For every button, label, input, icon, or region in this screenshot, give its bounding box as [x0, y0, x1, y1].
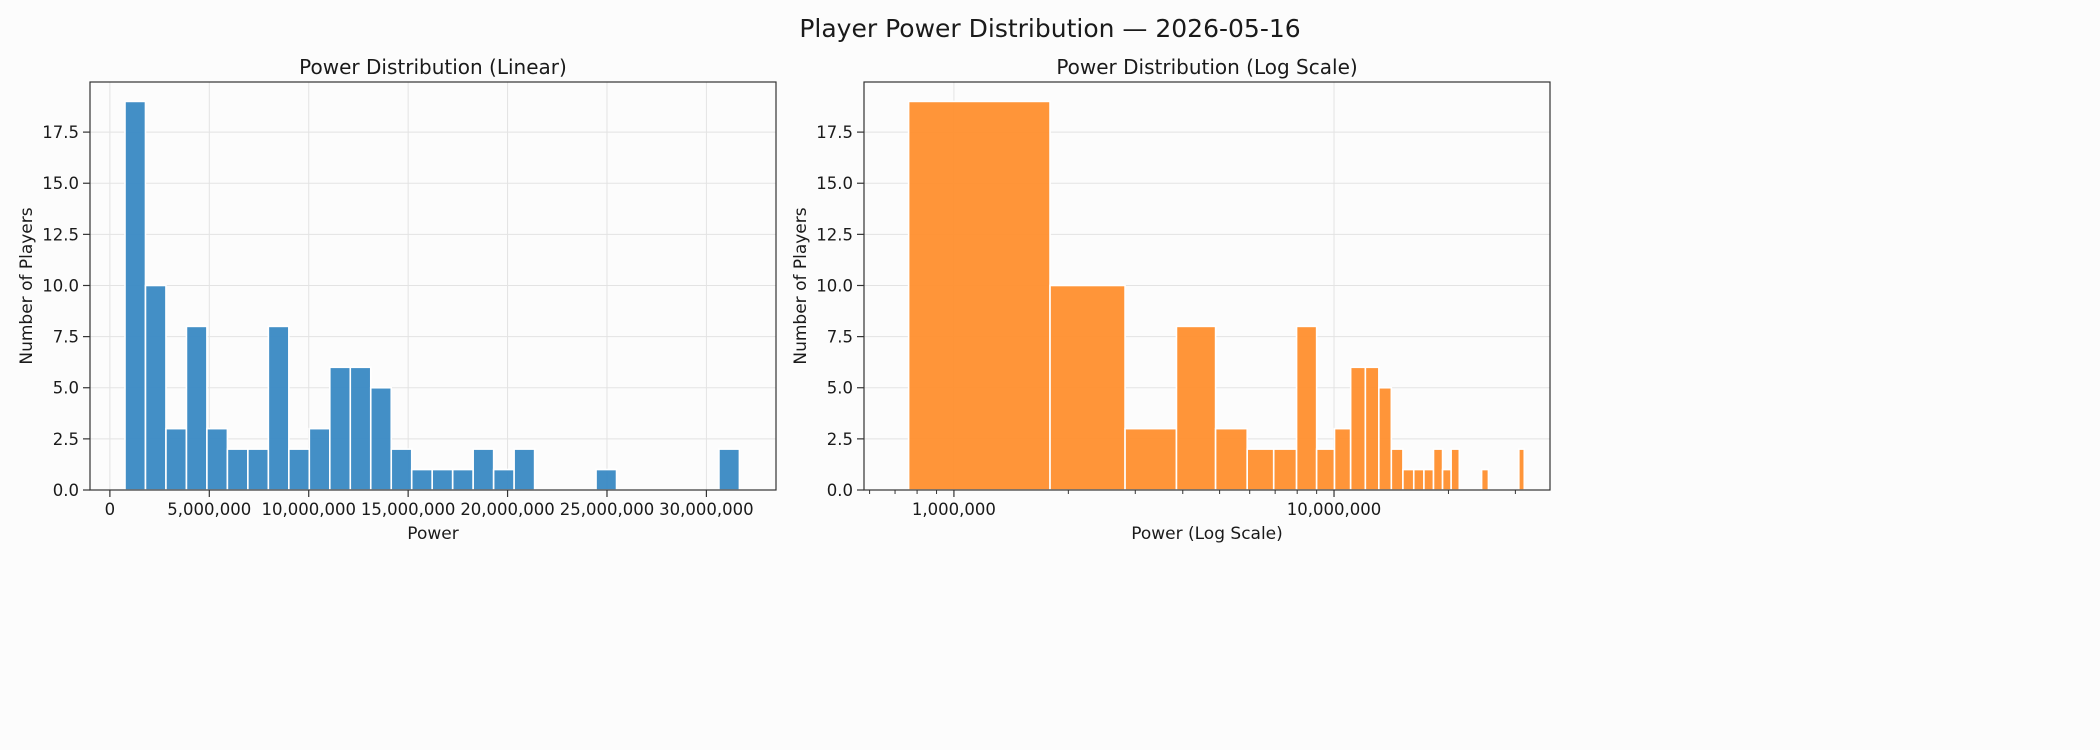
linear-x-ticks: 0 5,000,000 10,000,000 15,000,000 20,000,000… — [105, 490, 754, 519]
linear-histogram-bar — [595, 468, 618, 491]
linear-y-tick-label: 15.0 — [42, 174, 79, 193]
log-histogram-bar — [1049, 284, 1126, 491]
linear-y-tick-label: 7.5 — [53, 328, 79, 347]
linear-x-tick-label: 0 — [105, 500, 116, 519]
linear-histogram-bar — [492, 468, 515, 491]
log-y-tick-label: 2.5 — [827, 430, 853, 449]
linear-histogram-bar — [390, 448, 413, 491]
log-x-tick-label: 10,000,000 — [1287, 500, 1381, 519]
log-y-tick-label: 10.0 — [816, 276, 853, 295]
log-histogram-bar — [1295, 325, 1318, 491]
log-y-tick-label: 17.5 — [816, 123, 853, 142]
linear-y-tick-label: 10.0 — [42, 276, 79, 295]
linear-x-tick-label: 20,000,000 — [460, 500, 554, 519]
log-x-tick-label: 1,000,000 — [912, 500, 996, 519]
linear-histogram-bar — [144, 284, 167, 491]
log-y-axis-label: Number of Players — [791, 207, 811, 364]
log-histogram-bar — [1175, 325, 1217, 491]
log-y-tick-label: 7.5 — [827, 328, 853, 347]
linear-y-tick-label: 5.0 — [53, 379, 79, 398]
linear-chart-title: Power Distribution (Linear) — [299, 55, 567, 79]
linear-histogram-bar — [247, 448, 270, 491]
log-histogram-bar — [907, 100, 1051, 491]
linear-y-tick-label: 0.0 — [53, 481, 79, 500]
linear-histogram-bar — [451, 468, 474, 491]
log-histogram-bar — [1480, 468, 1490, 491]
linear-histogram-bar — [185, 325, 208, 491]
linear-histogram-bar — [472, 448, 495, 491]
linear-histogram-bar — [226, 448, 249, 491]
linear-histogram-bar — [718, 448, 741, 491]
log-histogram-bar — [1349, 366, 1367, 491]
log-y-tick-label: 5.0 — [827, 379, 853, 398]
log-histogram-bar — [1432, 448, 1444, 491]
log-y-tick-label: 0.0 — [827, 481, 853, 500]
log-histogram-bar — [1423, 468, 1435, 491]
linear-y-tick-label: 12.5 — [42, 225, 79, 244]
log-histogram-bar — [1364, 366, 1380, 491]
panel-log: 1,000,000 10,000,000 0.0 2.5 5.0 7.5 10.0 12.5… — [791, 55, 1551, 544]
log-x-axis-label: Power (Log Scale) — [1131, 524, 1283, 544]
log-histogram-bar — [1441, 468, 1452, 491]
log-histogram-bar — [1450, 448, 1461, 491]
linear-histogram-bar — [513, 448, 536, 491]
linear-histogram-bar — [206, 427, 229, 491]
linear-histogram-bar — [124, 100, 147, 491]
linear-histogram-bar — [410, 468, 434, 491]
linear-histogram-bar — [165, 427, 188, 491]
panel-linear: 0 5,000,000 10,000,000 15,000,000 20,000,000… — [17, 55, 777, 544]
log-histogram-bar — [1124, 427, 1178, 491]
linear-y-ticks: 0.0 2.5 5.0 7.5 10.0 12.5 15.0 17.5 — [42, 123, 90, 500]
linear-histogram-bar — [267, 325, 290, 491]
linear-bars — [124, 100, 741, 491]
log-histogram-bar — [1246, 448, 1275, 491]
log-histogram-bar — [1518, 448, 1526, 491]
linear-x-axis-label: Power — [407, 524, 458, 544]
linear-x-tick-label: 10,000,000 — [261, 500, 355, 519]
linear-histogram-bar — [329, 366, 352, 491]
linear-x-tick-label: 15,000,000 — [361, 500, 455, 519]
linear-y-tick-label: 17.5 — [42, 123, 79, 142]
linear-x-tick-label: 25,000,000 — [560, 500, 654, 519]
linear-x-tick-label: 30,000,000 — [659, 500, 753, 519]
linear-histogram-bar — [349, 366, 372, 491]
log-histogram-bar — [1214, 427, 1249, 491]
log-histogram-bar — [1390, 448, 1404, 491]
linear-histogram-bar — [308, 427, 331, 491]
linear-histogram-bar — [369, 386, 393, 491]
log-histogram-bar — [1412, 468, 1425, 491]
log-y-tick-label: 15.0 — [816, 174, 853, 193]
linear-y-tick-label: 2.5 — [53, 430, 79, 449]
linear-y-axis-label: Number of Players — [17, 207, 37, 364]
log-bars — [907, 100, 1526, 491]
log-histogram-bar — [1378, 386, 1393, 491]
linear-histogram-bar — [431, 468, 454, 491]
log-histogram-bar — [1272, 448, 1298, 491]
linear-histogram-bar — [288, 448, 311, 491]
log-y-tick-label: 12.5 — [816, 225, 853, 244]
linear-x-tick-label: 5,000,000 — [167, 500, 251, 519]
log-y-ticks: 0.0 2.5 5.0 7.5 10.0 12.5 15.0 17.5 — [816, 123, 864, 500]
figure-suptitle: Player Power Distribution — 2026-05-16 — [799, 14, 1300, 43]
log-histogram-bar — [1333, 427, 1352, 491]
log-chart-title: Power Distribution (Log Scale) — [1056, 55, 1357, 79]
log-x-ticks: 1,000,000 10,000,000 — [869, 490, 1516, 519]
log-histogram-bar — [1315, 448, 1336, 491]
log-histogram-bar — [1402, 468, 1415, 491]
